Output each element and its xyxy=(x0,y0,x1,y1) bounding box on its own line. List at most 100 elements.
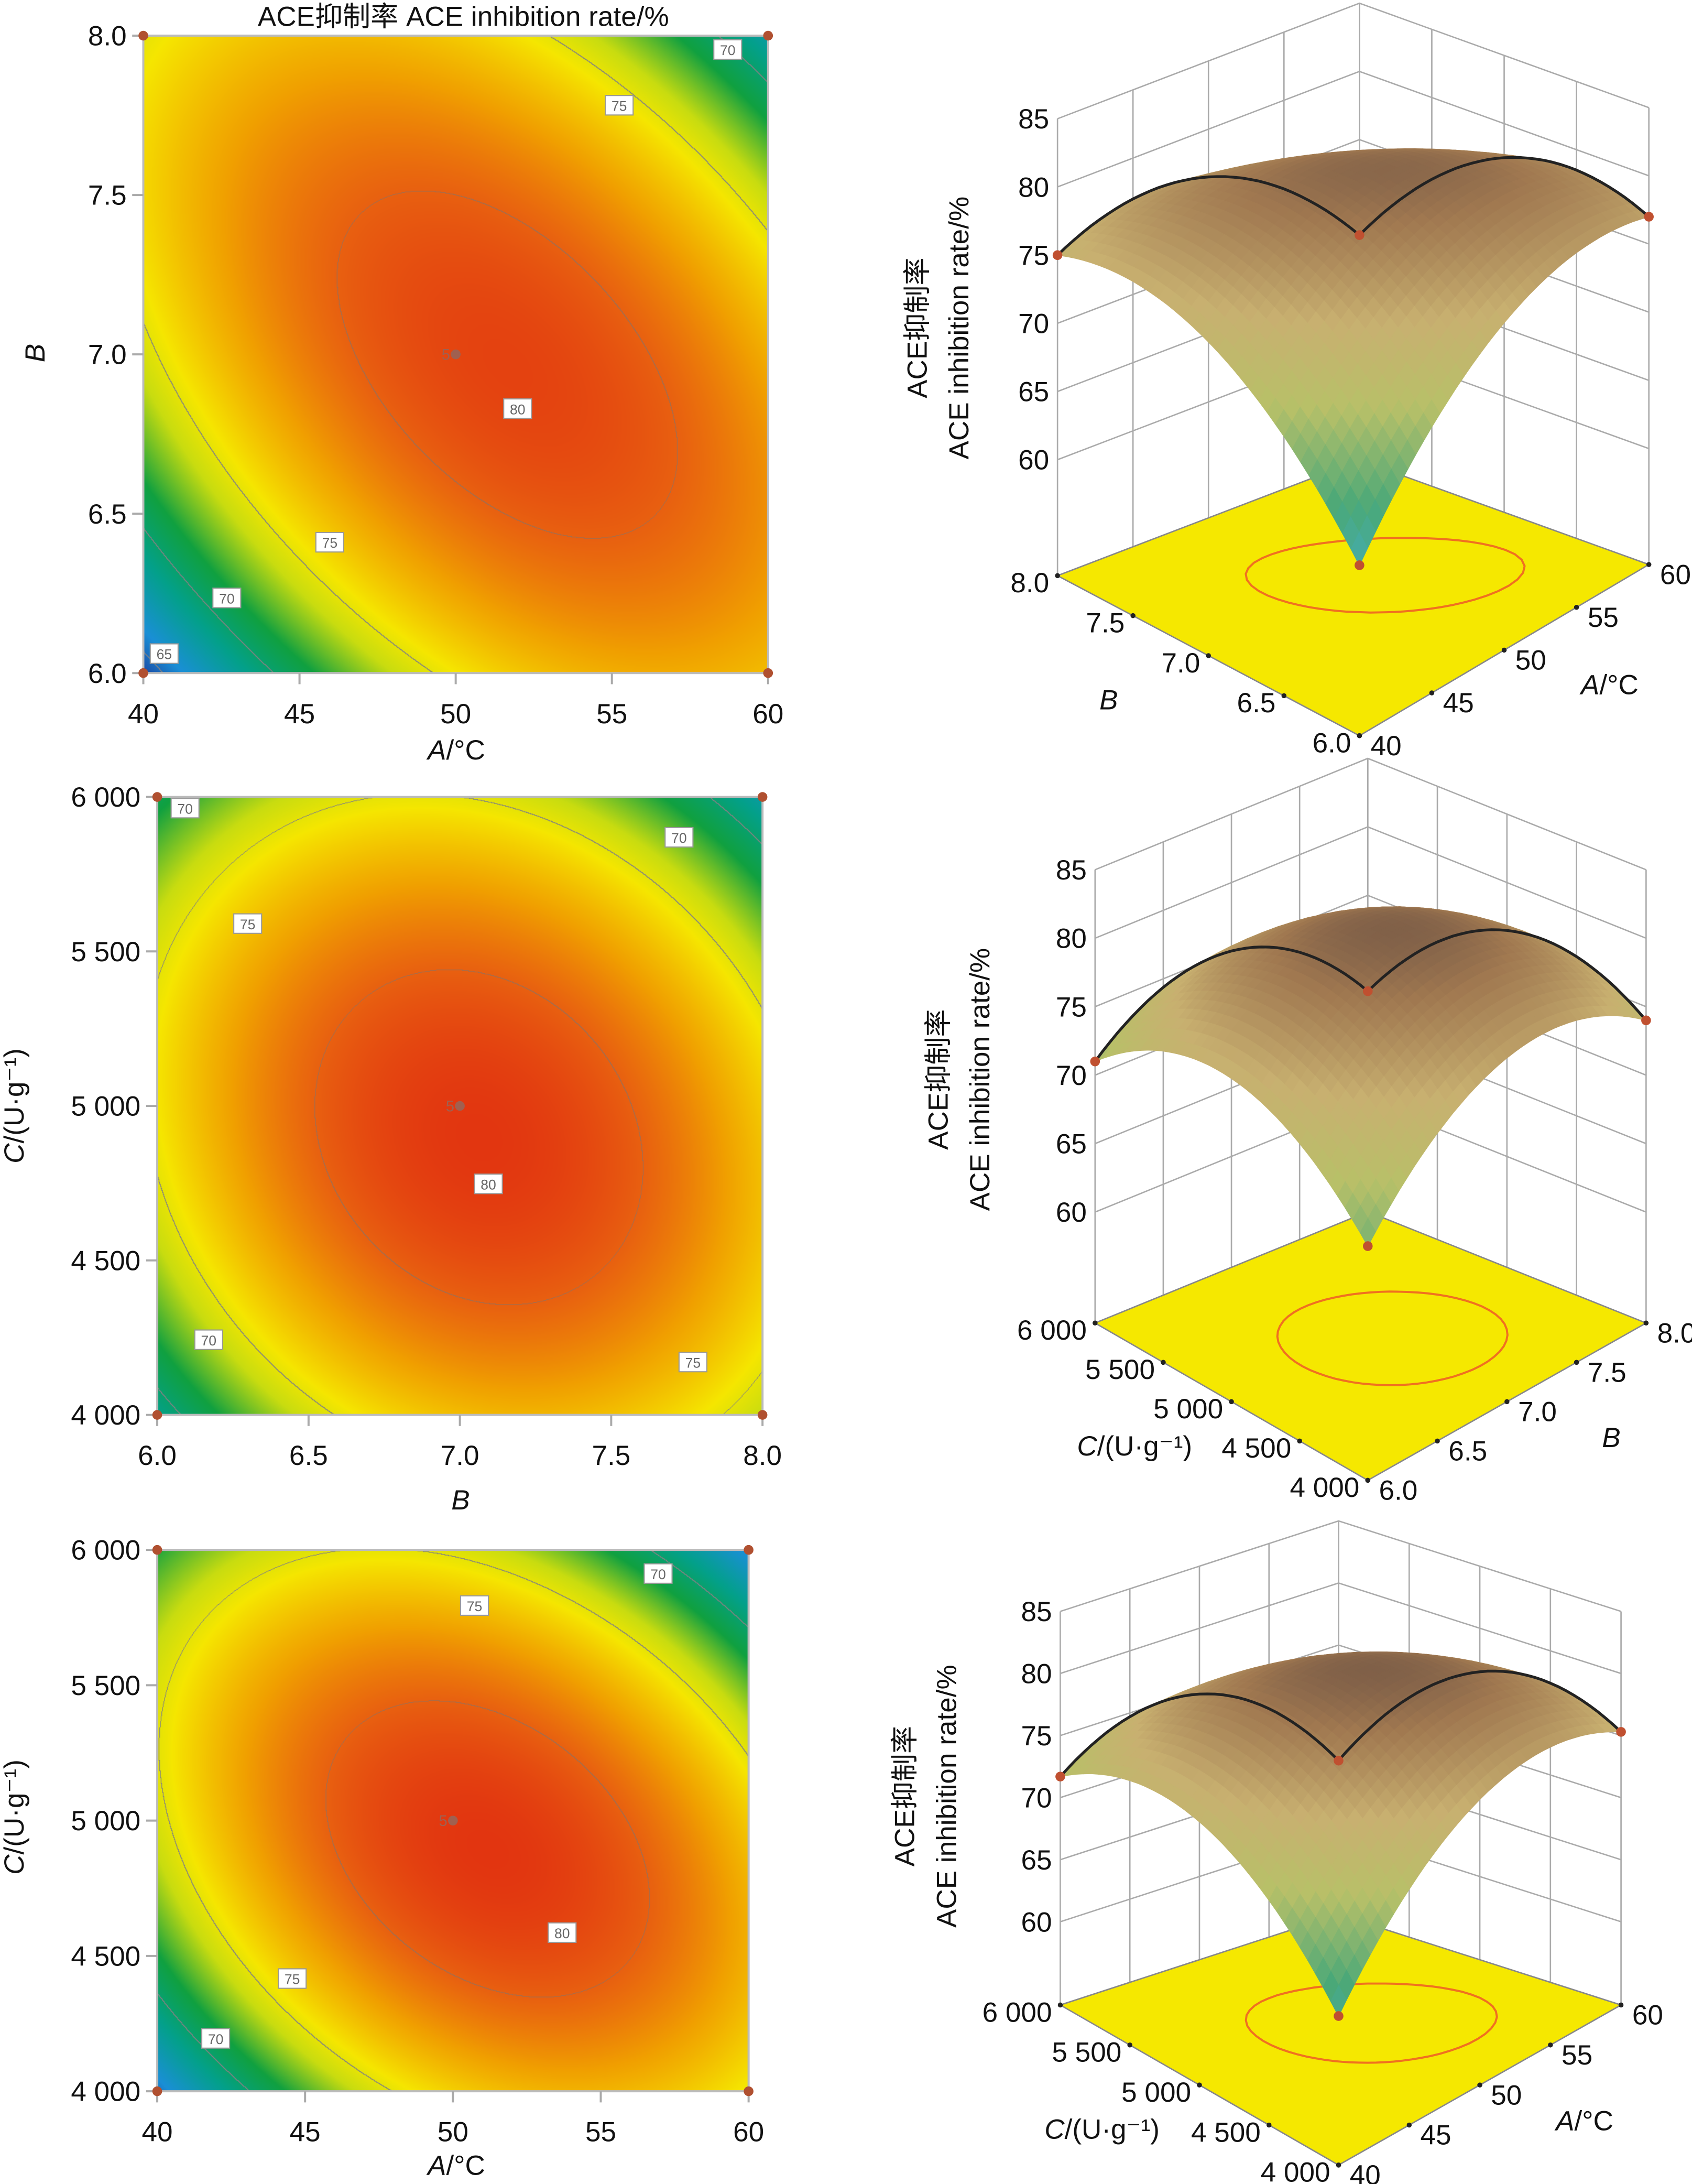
z-tick-label: 65 xyxy=(1018,377,1049,408)
contour-label-box xyxy=(194,1329,223,1350)
right-axis-tick-label: 40 xyxy=(1371,731,1402,762)
y-axis-title: C/(U·g⁻¹) xyxy=(0,1048,30,1164)
right-axis-tick-label: 6.5 xyxy=(1448,1436,1487,1467)
z-tick-label: 70 xyxy=(1056,1060,1087,1091)
z-axis-title-line: ACE inhibition rate/% xyxy=(931,1665,962,1928)
z-tick-label: 80 xyxy=(1018,172,1049,203)
x-tick-label: 60 xyxy=(733,2117,764,2148)
right-axis-tick xyxy=(1574,604,1579,610)
design-point xyxy=(1355,560,1364,570)
right-axis-title: B xyxy=(1602,1422,1620,1453)
y-tick-label: 5 000 xyxy=(71,1091,140,1122)
surface-plot-1: 60 65 70 75 80 85 40 6.0 45 6.5 50 7.0 55 7.5 60 8.0 A/°… xyxy=(902,2,1691,762)
contour-label: 75 xyxy=(467,1599,483,1614)
contour-label: 70 xyxy=(201,1333,217,1349)
y-axis-variable: C xyxy=(0,1143,30,1164)
x-tick-label: 50 xyxy=(438,2117,468,2148)
y-tick-label: 6.5 xyxy=(88,499,127,530)
contour-label: 75 xyxy=(240,917,256,932)
right-axis-tick-label: 50 xyxy=(1515,645,1546,676)
design-point xyxy=(1616,1727,1626,1737)
left-axis-title: B xyxy=(1099,684,1118,715)
right-axis-tick-label: 6.0 xyxy=(1379,1475,1418,1506)
contour-label-box xyxy=(149,643,179,664)
design-point xyxy=(1362,986,1373,996)
contour-label: 70 xyxy=(177,801,193,817)
contour-label: 65 xyxy=(157,647,172,662)
left-axis-tick xyxy=(1197,2082,1202,2088)
wall-grid-line xyxy=(1095,757,1646,871)
z-axis-title-line: ACE inhibition rate/% xyxy=(944,197,975,460)
design-point xyxy=(138,30,148,41)
contour-label-box xyxy=(503,398,532,419)
right-axis-tick xyxy=(1435,1438,1440,1444)
design-point xyxy=(763,30,773,41)
left-axis-tick xyxy=(1161,1360,1166,1365)
contour-label: 70 xyxy=(208,2031,224,2047)
left-axis-unit: /(U·g⁻¹) xyxy=(1065,2114,1160,2145)
y-axis-unit: /(U·g⁻¹) xyxy=(0,1048,30,1143)
z-tick-label: 75 xyxy=(1021,1721,1052,1752)
x-axis-variable: B xyxy=(451,1485,470,1516)
left-axis-tick-label: 7.0 xyxy=(1161,648,1200,679)
y-tick-label: 6 000 xyxy=(71,782,140,813)
right-axis-variable: A xyxy=(1554,2105,1574,2136)
y-axis-variable: C xyxy=(0,1854,30,1875)
z-tick-label: 65 xyxy=(1056,1129,1087,1160)
contour-label: 75 xyxy=(685,1355,701,1371)
y-axis-variable: B xyxy=(20,344,51,362)
x-axis-title: B xyxy=(451,1485,470,1516)
right-axis-tick-label: 60 xyxy=(1660,559,1691,590)
contour-label: 70 xyxy=(219,591,235,606)
contour-label: 75 xyxy=(322,535,338,551)
design-point xyxy=(1055,1772,1065,1781)
surface-mesh xyxy=(1094,906,1647,1247)
x-tick-label: 6.5 xyxy=(289,1440,328,1471)
x-tick-label: 60 xyxy=(752,699,783,730)
right-axis-tick-label: 50 xyxy=(1491,2080,1522,2111)
contour-label-box xyxy=(201,2028,231,2049)
design-point xyxy=(1355,230,1364,240)
left-axis-variable: C xyxy=(1044,2114,1065,2145)
right-axis-tick xyxy=(1504,1399,1510,1405)
left-axis-tick xyxy=(1127,2042,1132,2048)
left-axis-tick xyxy=(1130,613,1136,618)
figure-title: ACE抑制率 ACE inhibition rate/% xyxy=(258,1,669,32)
design-point xyxy=(138,668,148,678)
surface-plot-2: 60 65 70 75 80 85 6.0 4 000 6.5 4 500 7.0 5 000 7.5 5… xyxy=(923,757,1692,1506)
x-tick-label: 7.5 xyxy=(592,1440,630,1471)
z-tick-label: 65 xyxy=(1021,1845,1052,1876)
contour-label-box xyxy=(315,531,344,553)
left-axis-tick-label: 4 500 xyxy=(1221,1433,1291,1464)
z-tick-label: 60 xyxy=(1056,1197,1087,1228)
right-axis-tick xyxy=(1643,1320,1649,1326)
z-tick-label: 70 xyxy=(1018,308,1049,339)
right-axis-tick-label: 55 xyxy=(1562,2040,1592,2071)
left-axis-tick xyxy=(1206,653,1211,658)
center-point-count: 5 xyxy=(439,1813,447,1830)
contour-label-box xyxy=(212,588,242,609)
right-axis-tick-label: 7.0 xyxy=(1518,1397,1557,1428)
wall-grid-line xyxy=(1057,2,1650,119)
center-point xyxy=(451,349,461,360)
left-axis-tick-label: 7.5 xyxy=(1086,608,1125,639)
contour-label-box xyxy=(474,1174,503,1194)
contour-label-box xyxy=(643,1563,673,1584)
design-point xyxy=(744,2086,754,2096)
z-tick-label: 85 xyxy=(1021,1596,1052,1627)
contour-plot-1: 406.0 45 6.5 50 7.0 55 7.5 60 8.0 A/°C B 70 75 80 75 70… xyxy=(20,21,783,766)
right-axis-variable: A xyxy=(1579,670,1599,701)
center-point xyxy=(448,1816,458,1826)
contour-plot-3: 404 000 45 4 500 50 5 000 55 5 500 60 6 000 A/°C C… xyxy=(0,1535,764,2181)
surface-plot-3: 60 65 70 75 80 85 40 4 000 45 4 500 50 5 000 55 5 500… xyxy=(890,1520,1663,2184)
center-point xyxy=(455,1101,465,1111)
x-tick-label: 40 xyxy=(142,2117,173,2148)
left-axis-tick xyxy=(1057,2002,1063,2008)
left-axis-tick xyxy=(1297,1438,1302,1444)
right-axis-tick xyxy=(1646,562,1652,567)
left-axis-tick-label: 4 500 xyxy=(1191,2117,1261,2148)
z-tick-label: 85 xyxy=(1056,855,1087,886)
design-point xyxy=(1334,1755,1344,1766)
right-axis-tick xyxy=(1618,2002,1624,2008)
y-tick-label: 4 500 xyxy=(71,1245,140,1276)
